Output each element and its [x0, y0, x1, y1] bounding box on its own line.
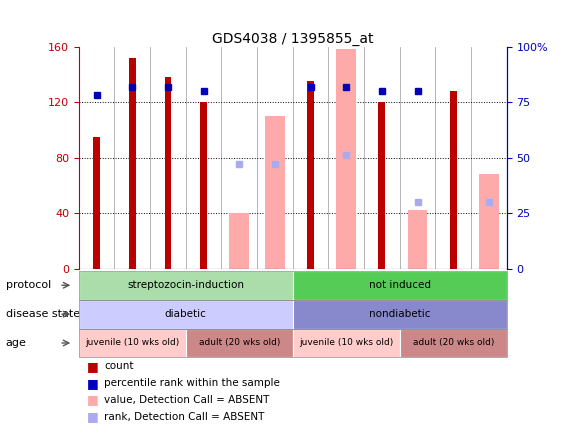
Bar: [450, 91, 457, 269]
Text: count: count: [104, 361, 133, 371]
Text: protocol: protocol: [6, 280, 51, 290]
Text: ■: ■: [87, 360, 99, 373]
Bar: [230, 213, 249, 269]
Text: adult (20 wks old): adult (20 wks old): [413, 338, 494, 348]
Text: adult (20 wks old): adult (20 wks old): [199, 338, 280, 348]
Text: nondiabetic: nondiabetic: [369, 309, 431, 319]
Text: percentile rank within the sample: percentile rank within the sample: [104, 378, 280, 388]
Text: juvenile (10 wks old): juvenile (10 wks old): [299, 338, 394, 348]
Bar: [164, 77, 171, 269]
Title: GDS4038 / 1395855_at: GDS4038 / 1395855_at: [212, 32, 373, 46]
Bar: [307, 81, 314, 269]
Text: age: age: [6, 338, 26, 348]
Text: rank, Detection Call = ABSENT: rank, Detection Call = ABSENT: [104, 412, 265, 422]
Text: disease state: disease state: [6, 309, 80, 319]
Text: diabetic: diabetic: [165, 309, 207, 319]
Text: ■: ■: [87, 410, 99, 424]
Bar: [408, 210, 427, 269]
Bar: [129, 58, 136, 269]
Bar: [200, 102, 207, 269]
Text: juvenile (10 wks old): juvenile (10 wks old): [85, 338, 180, 348]
Text: value, Detection Call = ABSENT: value, Detection Call = ABSENT: [104, 395, 270, 405]
Bar: [93, 137, 100, 269]
Text: streptozocin-induction: streptozocin-induction: [127, 280, 244, 290]
Bar: [378, 102, 385, 269]
Text: ■: ■: [87, 393, 99, 407]
Bar: [337, 49, 356, 269]
Bar: [265, 116, 285, 269]
Bar: [479, 174, 499, 269]
Text: ■: ■: [87, 377, 99, 390]
Text: not induced: not induced: [369, 280, 431, 290]
